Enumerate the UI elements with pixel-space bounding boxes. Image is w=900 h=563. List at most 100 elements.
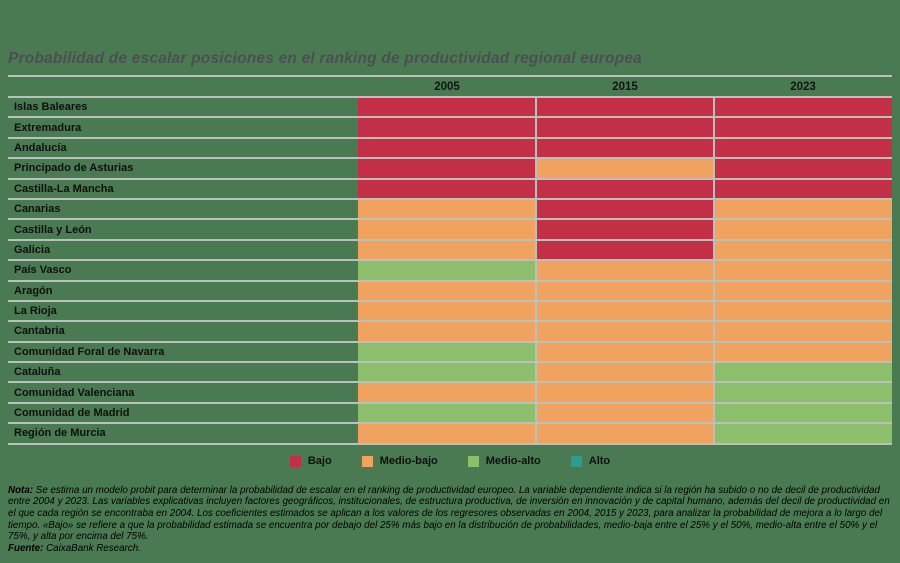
heatmap-cell (534, 322, 714, 341)
heatmap-cell (534, 403, 714, 423)
heatmap-cell (534, 281, 714, 300)
heatmap-cell (713, 159, 893, 178)
region-label: Castilla y León (14, 223, 92, 236)
heatmap-cell (713, 118, 893, 137)
note-text: Se estima un modelo probit para determin… (8, 484, 890, 543)
table-row: Islas Baleares (8, 98, 893, 119)
heatmap-cell (358, 363, 535, 382)
column-header-2023: 2023 (790, 80, 816, 93)
heatmap-cell (534, 383, 714, 402)
heatmap-cell (534, 363, 714, 382)
legend-item: Medio-bajo (361, 455, 438, 468)
table-row: País Vasco (8, 261, 893, 282)
heatmap-cell (358, 301, 535, 321)
heatmap-cell (713, 138, 893, 158)
heatmap-cell (534, 261, 714, 280)
chart-title: Probabilidad de escalar posiciones en el… (8, 50, 642, 67)
legend: Bajo Medio-bajo Medio-alto Alto (8, 454, 892, 469)
region-label: Comunidad de Madrid (14, 407, 130, 420)
region-label: Andalucía (14, 141, 67, 154)
heatmap-cell (713, 240, 893, 260)
heatmap-cell (713, 383, 893, 402)
heatmap-cell (713, 301, 893, 321)
table-row: La Rioja (8, 301, 893, 323)
table-row: Principado de Asturias (8, 159, 893, 180)
table-row: Aragón (8, 281, 893, 302)
legend-item: Medio-alto (467, 455, 541, 468)
source-label: Fuente: (8, 543, 44, 555)
column-header-row: 2005 2015 2023 (8, 77, 892, 96)
region-label: Cantabria (14, 325, 65, 338)
region-label: Galicia (14, 243, 51, 256)
heatmap-cell (358, 261, 535, 280)
heatmap-cell (534, 424, 714, 443)
heatmap-cell (358, 159, 535, 178)
heatmap-body: Islas Baleares Extremadura Andalucía Princi… (8, 98, 893, 445)
heatmap-cell (713, 179, 893, 198)
column-header-2015: 2015 (612, 80, 638, 93)
legend-label: Medio-alto (485, 455, 541, 468)
heatmap-cell (713, 363, 893, 382)
heatmap-cell (534, 138, 714, 158)
heatmap-cell (534, 98, 714, 117)
heatmap-cell (358, 138, 535, 158)
heatmap-cell (358, 179, 535, 198)
heatmap-cell (358, 403, 535, 423)
table-row: Castilla y León (8, 220, 893, 241)
footnote: Nota: Se estima un modelo probit para de… (8, 485, 892, 555)
heatmap-cell (713, 98, 893, 117)
heatmap-cell (358, 383, 535, 402)
region-label: Extremadura (14, 121, 82, 134)
table-row: Galicia (8, 240, 893, 262)
table-row: Cataluña (8, 363, 893, 384)
heatmap-cell (534, 220, 714, 239)
region-label: Comunidad Valenciana (14, 386, 135, 399)
heatmap-cell (713, 342, 893, 362)
table-row: Comunidad Foral de Navarra (8, 342, 893, 364)
region-label: La Rioja (14, 305, 57, 318)
heatmap-cell (534, 240, 714, 260)
heatmap-cell (534, 179, 714, 198)
region-label: Aragón (14, 284, 53, 297)
legend-swatch (467, 455, 479, 467)
table-row: Canarias (8, 199, 893, 221)
heatmap-cell (713, 261, 893, 280)
legend-swatch (570, 455, 582, 467)
table-row: Castilla-La Mancha (8, 179, 893, 200)
legend-label: Alto (588, 455, 611, 468)
heatmap-cell (534, 301, 714, 321)
heatmap-cell (713, 199, 893, 219)
heatmap-cell (358, 98, 535, 117)
heatmap-cell (358, 220, 535, 239)
region-label: Comunidad Foral de Navarra (14, 345, 165, 358)
region-label: País Vasco (14, 264, 72, 277)
heatmap-cell (713, 220, 893, 239)
heatmap-cell (358, 240, 535, 260)
legend-label: Bajo (307, 455, 332, 468)
heatmap-cell (358, 281, 535, 300)
heatmap-cell (713, 322, 893, 341)
legend-swatch (361, 455, 373, 467)
legend-label: Medio-bajo (379, 455, 438, 468)
heatmap-cell (534, 159, 714, 178)
table-row: Región de Murcia (8, 424, 893, 445)
legend-item: Alto (570, 455, 611, 468)
note-label: Nota: (8, 484, 34, 496)
table-row: Andalucía (8, 138, 893, 160)
table-row: Comunidad de Madrid (8, 403, 893, 425)
table-row: Comunidad Valenciana (8, 383, 893, 404)
legend-item: Bajo (289, 455, 332, 468)
heatmap-cell (534, 342, 714, 362)
table-row: Extremadura (8, 118, 893, 139)
region-label: Cataluña (14, 366, 61, 379)
region-label: Castilla-La Mancha (14, 182, 114, 195)
heatmap-cell (534, 199, 714, 219)
column-header-2005: 2005 (434, 80, 460, 93)
source-text: CaixaBank Research. (46, 543, 141, 555)
region-label: Principado de Asturias (14, 162, 134, 175)
legend-swatch (289, 455, 301, 467)
table-row: Cantabria (8, 322, 893, 343)
heatmap-cell (358, 322, 535, 341)
heatmap-cell (358, 424, 535, 443)
